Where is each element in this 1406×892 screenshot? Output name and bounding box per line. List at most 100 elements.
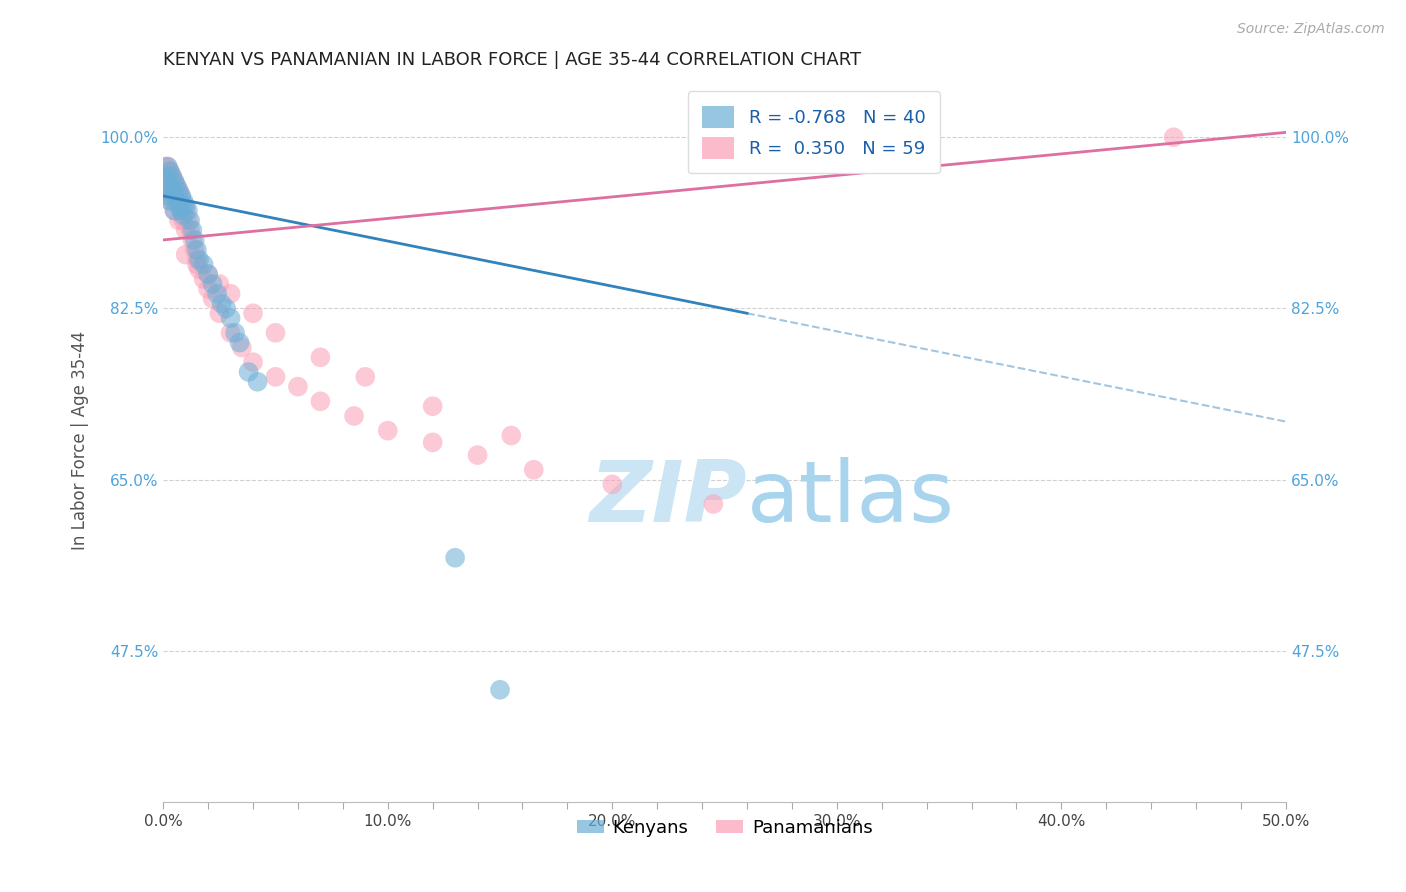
Point xyxy=(159,164,181,178)
Point xyxy=(163,174,186,188)
Point xyxy=(156,189,179,203)
Point xyxy=(159,179,181,194)
Point xyxy=(166,194,188,208)
Point xyxy=(188,252,211,267)
Point xyxy=(160,184,183,198)
Point xyxy=(309,351,332,365)
Point xyxy=(219,326,242,340)
Point xyxy=(167,199,190,213)
Point xyxy=(167,184,190,198)
Point xyxy=(188,262,211,277)
Point xyxy=(159,179,181,194)
Point xyxy=(177,213,200,227)
Text: Source: ZipAtlas.com: Source: ZipAtlas.com xyxy=(1237,22,1385,37)
Point xyxy=(242,355,264,369)
Point xyxy=(197,282,219,296)
Point xyxy=(354,369,377,384)
Point xyxy=(215,301,238,316)
Point xyxy=(174,247,197,261)
Point xyxy=(155,160,177,174)
Point xyxy=(201,277,224,291)
Point xyxy=(167,184,190,198)
Point xyxy=(183,233,205,247)
Point xyxy=(172,194,194,208)
Point xyxy=(156,174,179,188)
Point xyxy=(179,223,201,237)
Point xyxy=(170,189,193,203)
Point xyxy=(219,286,242,301)
Point xyxy=(170,189,193,203)
Point xyxy=(166,194,188,208)
Point xyxy=(186,257,208,271)
Point xyxy=(163,189,186,203)
Point xyxy=(166,179,188,194)
Point xyxy=(422,399,444,413)
Y-axis label: In Labor Force | Age 35-44: In Labor Force | Age 35-44 xyxy=(72,331,89,550)
Point xyxy=(309,394,332,409)
Point xyxy=(264,369,287,384)
Point xyxy=(205,286,228,301)
Point xyxy=(172,213,194,227)
Point xyxy=(159,164,181,178)
Point xyxy=(1163,130,1185,145)
Point xyxy=(377,424,399,438)
Point xyxy=(287,379,309,393)
Point xyxy=(179,213,201,227)
Point xyxy=(156,189,179,203)
Point xyxy=(264,326,287,340)
Point xyxy=(422,435,444,450)
Point xyxy=(228,335,250,350)
Point xyxy=(231,341,253,355)
Point xyxy=(242,306,264,320)
Point xyxy=(489,682,512,697)
Point xyxy=(186,243,208,257)
Point xyxy=(163,203,186,218)
Point xyxy=(163,203,186,218)
Point xyxy=(183,243,205,257)
Point xyxy=(163,174,186,188)
Point xyxy=(163,189,186,203)
Point xyxy=(160,184,183,198)
Point xyxy=(343,409,366,423)
Point xyxy=(702,497,724,511)
Text: KENYAN VS PANAMANIAN IN LABOR FORCE | AGE 35-44 CORRELATION CHART: KENYAN VS PANAMANIAN IN LABOR FORCE | AG… xyxy=(163,51,862,69)
Text: ZIP: ZIP xyxy=(589,457,747,540)
Point xyxy=(174,199,197,213)
Point xyxy=(156,160,179,174)
Point xyxy=(172,209,194,223)
Text: atlas: atlas xyxy=(747,457,955,540)
Point xyxy=(156,160,179,174)
Point xyxy=(181,233,204,247)
Point xyxy=(174,223,197,237)
Point xyxy=(155,174,177,188)
Point xyxy=(238,365,260,379)
Point xyxy=(208,306,231,320)
Point xyxy=(600,477,623,491)
Point xyxy=(167,213,190,227)
Point xyxy=(170,203,193,218)
Point xyxy=(160,169,183,184)
Point xyxy=(170,203,193,218)
Point xyxy=(224,326,246,340)
Point xyxy=(201,292,224,306)
Point xyxy=(155,184,177,198)
Point xyxy=(211,296,233,310)
Point xyxy=(501,428,523,442)
Point xyxy=(181,223,204,237)
Point xyxy=(166,179,188,194)
Point xyxy=(155,169,177,184)
Legend: Kenyans, Panamanians: Kenyans, Panamanians xyxy=(569,812,880,844)
Point xyxy=(159,194,181,208)
Point xyxy=(208,277,231,291)
Point xyxy=(177,203,200,218)
Point xyxy=(159,194,181,208)
Point xyxy=(186,252,208,267)
Point xyxy=(246,375,269,389)
Point xyxy=(193,257,215,271)
Point xyxy=(160,169,183,184)
Point xyxy=(174,203,197,218)
Point xyxy=(219,311,242,326)
Point xyxy=(172,199,194,213)
Point xyxy=(167,199,190,213)
Point xyxy=(193,272,215,286)
